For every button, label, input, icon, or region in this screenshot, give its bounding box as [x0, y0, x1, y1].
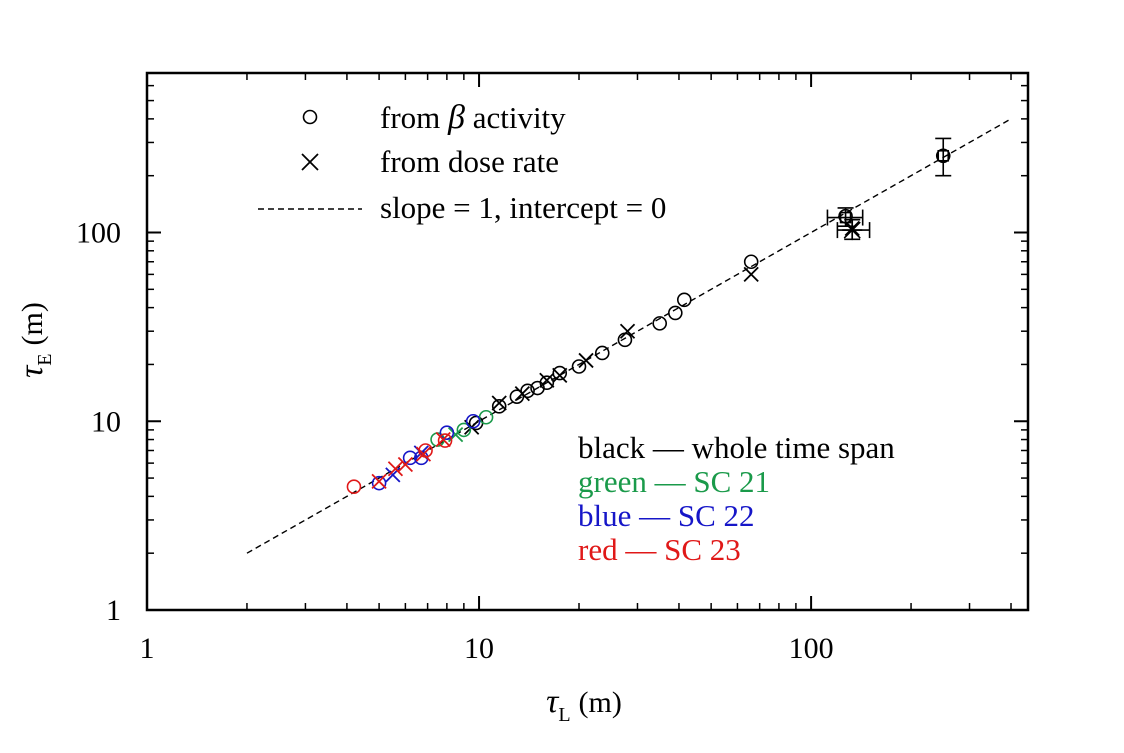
circle-point	[652, 316, 668, 331]
circle-point	[456, 422, 472, 438]
legend-circle-marker	[302, 109, 318, 125]
reference-line	[246, 118, 1012, 554]
cross-point	[415, 446, 432, 462]
asterisk-marker	[842, 220, 863, 241]
circle-point	[371, 475, 387, 491]
square-marker	[937, 149, 950, 162]
y-tick-label: 1	[106, 594, 121, 627]
circle-point	[520, 383, 535, 399]
tick-labels: 1 10 100 1 10 100	[76, 217, 834, 665]
cross-point	[743, 266, 759, 283]
circle-point	[491, 399, 507, 414]
color-note-blue: blue — SC 22	[578, 498, 755, 533]
y-tick-label: 100	[76, 217, 121, 250]
circle-point	[437, 433, 453, 448]
circle-point	[743, 254, 759, 270]
cross-point	[578, 352, 594, 369]
cross-point	[371, 473, 387, 490]
legend-cross-marker	[301, 153, 319, 171]
data-points-layer	[346, 148, 951, 495]
error-bar-layer	[826, 137, 952, 241]
circle-point	[478, 409, 494, 425]
color-note-green: green — SC 21	[578, 464, 770, 499]
y-tick-label: 10	[91, 405, 121, 438]
cross-point	[397, 456, 414, 473]
cross-point	[619, 323, 636, 339]
x-tick-label: 1	[140, 632, 155, 665]
cross-point	[435, 431, 451, 448]
color-key: black — whole time span green — SC 21 bl…	[578, 430, 895, 567]
circle-point	[465, 413, 481, 429]
cross-point	[539, 372, 555, 388]
cross-point	[844, 220, 860, 237]
circle-point	[439, 425, 455, 440]
reference-line-layer	[246, 118, 1012, 554]
cross-point	[387, 461, 404, 477]
cross-point	[514, 386, 530, 402]
circle-point	[676, 292, 692, 308]
circle-point	[346, 479, 362, 495]
x-tick-label: 100	[789, 632, 834, 665]
legend: from β activity from dose rate slope = 1…	[258, 99, 666, 225]
cross-point	[491, 395, 507, 411]
x-tick-label: 10	[464, 632, 494, 665]
circle-point	[935, 148, 951, 164]
circle-point	[617, 332, 633, 348]
circle-point	[594, 345, 610, 361]
plot-frame	[145, 71, 1030, 612]
legend-label-dose-rate: from dose rate	[380, 144, 559, 179]
legend-label-beta-activity: from β activity	[380, 99, 566, 136]
circle-point	[571, 359, 587, 374]
x-axis-label: τL (m)	[546, 683, 622, 726]
legend-label-reference-line: slope = 1, intercept = 0	[380, 190, 666, 225]
y-axis-label: τE(m)	[13, 302, 56, 378]
circle-point	[668, 305, 683, 321]
color-note-black: black — whole time span	[578, 430, 895, 465]
color-note-red: red — SC 23	[578, 532, 741, 567]
cross-point	[552, 367, 568, 384]
